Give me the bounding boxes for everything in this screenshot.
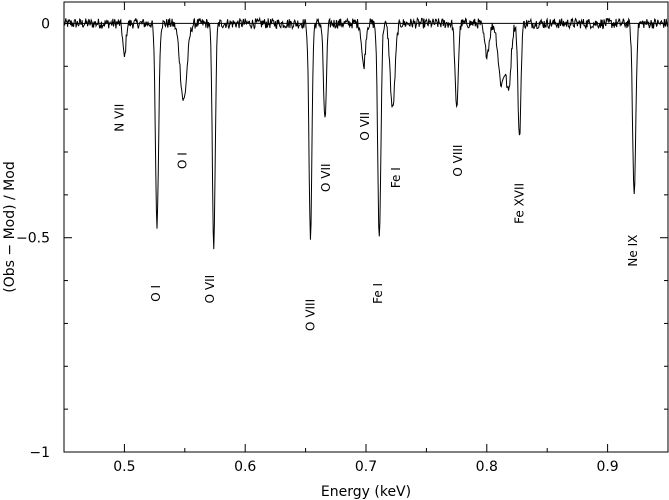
line-annotations: N VII O I O I O VII O VIII O VII O VII Fe I Fe I… bbox=[113, 104, 640, 331]
x-tick-label: 0.9 bbox=[596, 459, 618, 475]
line-annotation: O I bbox=[175, 152, 189, 169]
residual-spectrum-line bbox=[63, 16, 669, 250]
x-tick-label: 0.7 bbox=[355, 459, 377, 475]
line-annotation: O VII bbox=[203, 275, 217, 304]
line-annotation: O VIII bbox=[303, 299, 317, 331]
line-annotation: Fe I bbox=[371, 283, 385, 304]
axis-tick-labels: 0.5 0.6 0.7 0.8 0.9 0 −0.5 −1 bbox=[16, 16, 619, 475]
line-annotation: O VII bbox=[319, 163, 333, 192]
y-tick-label: 0 bbox=[41, 16, 50, 32]
x-tick-label: 0.6 bbox=[234, 459, 256, 475]
x-tick-label: 0.8 bbox=[476, 459, 498, 475]
line-annotation: Ne IX bbox=[626, 235, 640, 267]
line-annotation: Fe XVII bbox=[512, 183, 526, 224]
line-annotation: O I bbox=[149, 285, 163, 302]
line-annotation: O VII bbox=[358, 112, 372, 141]
axis-ticks bbox=[63, 2, 669, 453]
line-annotation: O VIII bbox=[451, 145, 465, 177]
y-tick-label: −0.5 bbox=[16, 231, 50, 247]
line-annotation: Fe I bbox=[389, 167, 403, 188]
line-annotation: N VII bbox=[113, 104, 127, 132]
x-axis-label: Energy (keV) bbox=[321, 484, 411, 500]
y-axis-label: (Obs − Mod) / Mod bbox=[2, 161, 18, 292]
x-tick-label: 0.5 bbox=[113, 459, 135, 475]
y-tick-label: −1 bbox=[29, 445, 50, 461]
